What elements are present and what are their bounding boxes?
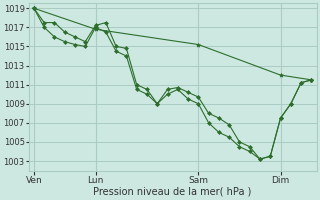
X-axis label: Pression niveau de la mer( hPa ): Pression niveau de la mer( hPa ) bbox=[93, 187, 252, 197]
